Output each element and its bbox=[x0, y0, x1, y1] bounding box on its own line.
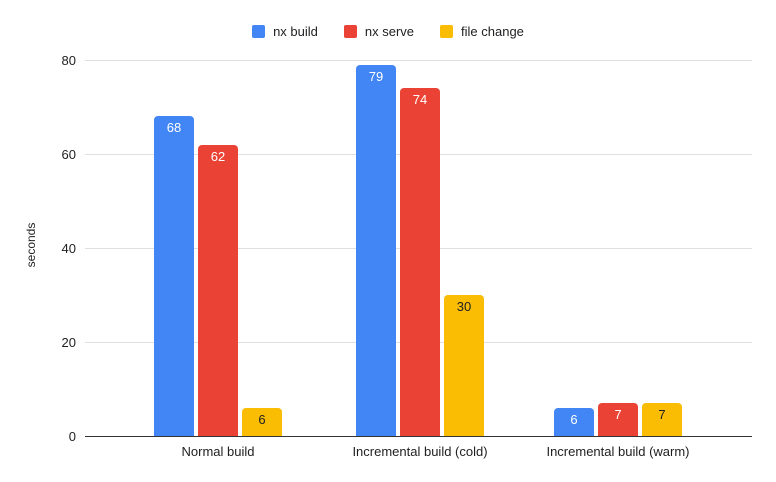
bar-value-label: 68 bbox=[166, 120, 182, 136]
bar-nx-build-normal-build: 68 bbox=[154, 116, 194, 436]
category-label-normal-build: Normal build bbox=[181, 444, 255, 459]
bar-value-label: 6 bbox=[570, 411, 578, 427]
bar-nx-build-incremental-warm: 6 bbox=[554, 407, 594, 436]
bar-nx-serve-incremental-warm: 7 bbox=[598, 403, 638, 436]
bar-value-label: 7 bbox=[658, 407, 666, 423]
y-tick-40: 40 bbox=[61, 241, 76, 256]
bar-nx-build-incremental-cold: 79 bbox=[356, 64, 396, 436]
bar-value-label: 74 bbox=[412, 92, 428, 108]
legend-item-nx-serve: nx serve bbox=[343, 23, 415, 39]
bar-file-change-incremental-cold: 30 bbox=[444, 295, 484, 436]
y-tick-0: 0 bbox=[68, 429, 76, 444]
category-label-incremental-cold: Incremental build (cold) bbox=[352, 444, 488, 459]
bar-nx-serve-normal-build: 62 bbox=[198, 144, 238, 436]
bar-group-incremental-cold: 79 74 30 bbox=[356, 64, 484, 436]
chart-legend: nx build nx serve file change bbox=[0, 23, 776, 39]
legend-swatch-nx-serve bbox=[343, 24, 357, 38]
legend-label-file-change: file change bbox=[461, 23, 524, 39]
x-axis-baseline bbox=[85, 436, 752, 437]
bar-group-incremental-warm: 6 7 7 bbox=[554, 403, 682, 436]
y-tick-80: 80 bbox=[61, 53, 76, 68]
legend-label-nx-build: nx build bbox=[273, 23, 318, 39]
bar-group-normal-build: 68 62 6 bbox=[154, 116, 282, 436]
legend-item-nx-build: nx build bbox=[252, 24, 318, 39]
legend-item-file-change: file change bbox=[440, 24, 524, 39]
gridline-80 bbox=[85, 60, 752, 61]
bar-value-label: 62 bbox=[210, 148, 226, 164]
category-label-incremental-warm: Incremental build (warm) bbox=[546, 444, 690, 459]
plot-area: 68 62 6 79 74 30 6 7 7 bbox=[85, 47, 752, 437]
bar-value-label: 6 bbox=[258, 411, 266, 427]
bar-value-label: 30 bbox=[456, 299, 472, 314]
y-tick-60: 60 bbox=[61, 147, 76, 162]
bar-file-change-normal-build: 6 bbox=[242, 407, 282, 436]
legend-swatch-file-change bbox=[440, 24, 454, 38]
bar-file-change-incremental-warm: 7 bbox=[642, 403, 682, 436]
bar-nx-serve-incremental-cold: 74 bbox=[400, 88, 440, 436]
legend-label-nx-serve: nx serve bbox=[364, 23, 415, 39]
bar-value-label: 7 bbox=[614, 407, 622, 423]
y-tick-20: 20 bbox=[61, 335, 76, 350]
y-axis-title: seconds bbox=[24, 222, 38, 268]
legend-swatch-nx-build bbox=[252, 24, 266, 38]
bar-value-label: 79 bbox=[368, 68, 384, 84]
